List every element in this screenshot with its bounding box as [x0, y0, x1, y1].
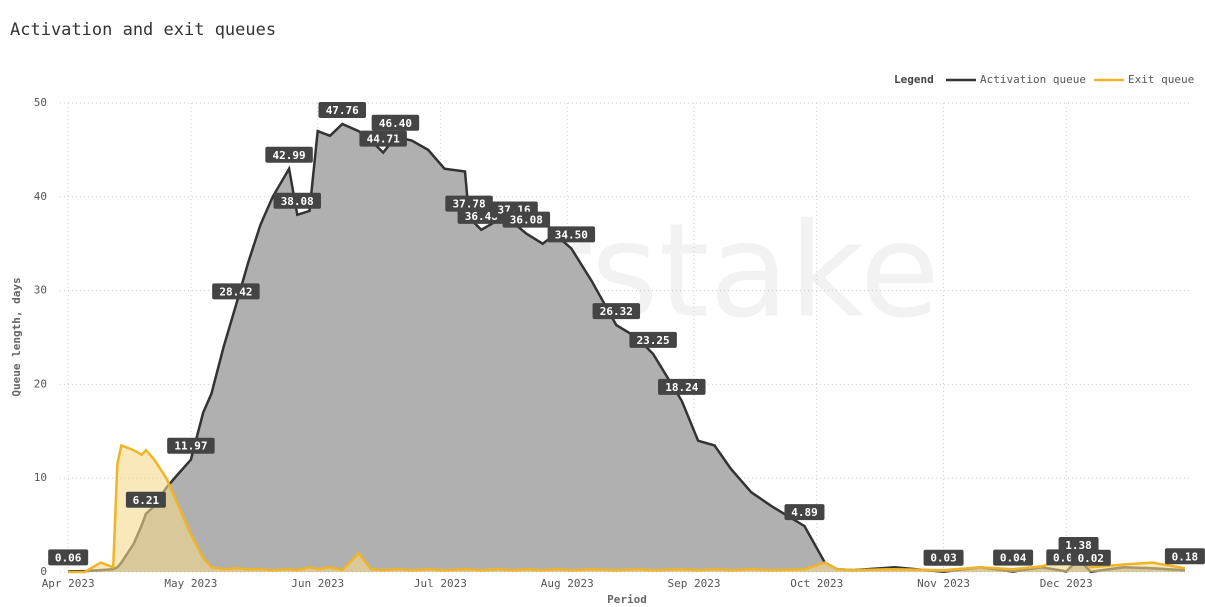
label-bg [993, 549, 1034, 566]
label-bg [784, 504, 825, 521]
x-tick-label: Dec 2023 [1040, 577, 1093, 590]
legend-label: Exit queue [1128, 73, 1194, 86]
label-bg [592, 303, 641, 320]
label-bg [273, 192, 322, 209]
label-bg [1070, 549, 1111, 566]
data-label: 46.40 [379, 117, 412, 130]
label-bg [923, 549, 964, 566]
data-label: 36.48 [465, 210, 498, 223]
legend-label: Activation queue [980, 73, 1086, 86]
area [68, 124, 1185, 572]
data-label: 34.50 [555, 228, 588, 241]
data-label: 47.76 [326, 104, 359, 117]
x-tick-label: Apr 2023 [42, 577, 95, 590]
data-label: 42.99 [273, 149, 306, 162]
data-label: 1.38 [1065, 539, 1092, 552]
data-label: 0.03 [930, 552, 957, 565]
x-tick-label: Aug 2023 [541, 577, 594, 590]
label-bg [658, 378, 706, 395]
y-tick-label: 10 [34, 471, 47, 484]
x-tick-label: Nov 2023 [917, 577, 970, 590]
label-bg [371, 114, 420, 131]
label-bg [359, 130, 407, 147]
legend-title: Legend [894, 73, 934, 86]
label-bg [125, 491, 166, 508]
x-tick-label: Oct 2023 [790, 577, 843, 590]
y-tick-label: 30 [34, 284, 47, 297]
data-label: 38.08 [281, 195, 314, 208]
data-label: 4.89 [791, 506, 818, 519]
label-bg [318, 102, 366, 119]
label-bg [1164, 548, 1205, 565]
y-axis-title: Queue length, days [10, 277, 23, 396]
y-tick-label: 40 [34, 190, 47, 203]
x-axis-title: Period [607, 593, 647, 606]
x-tick-label: Sep 2023 [668, 577, 721, 590]
data-label: 26.32 [600, 305, 633, 318]
label-bg [502, 211, 551, 228]
data-label: 0.18 [1172, 550, 1199, 563]
data-label: 11.97 [174, 440, 207, 453]
data-label: 0.06 [55, 551, 82, 564]
line [68, 443, 1186, 574]
data-label: 23.25 [637, 334, 670, 347]
data-label: 6.21 [133, 494, 160, 507]
data-label: 0.04 [1000, 552, 1027, 565]
x-tick-label: May 2023 [164, 577, 217, 590]
label-bg [167, 437, 215, 454]
data-label: 0.02 [1078, 552, 1105, 565]
label-bg [629, 331, 677, 348]
x-tick-label: Jun 2023 [291, 577, 344, 590]
label-bg [48, 549, 89, 566]
data-label: 44.71 [367, 133, 400, 146]
data-label: 36.08 [510, 214, 543, 227]
data-label: 18.24 [665, 381, 698, 394]
label-bg [265, 146, 313, 163]
label-bg [445, 195, 493, 212]
x-tick-label: Jul 2023 [414, 577, 467, 590]
label-bg [547, 226, 596, 243]
chart-title: Activation and exit queues [10, 20, 276, 40]
data-label: 28.42 [219, 285, 252, 298]
y-tick-label: 20 [34, 377, 47, 390]
y-tick-label: 50 [34, 96, 47, 109]
label-bg [212, 283, 260, 300]
data-label: 37.78 [452, 198, 485, 211]
label-bg [1058, 537, 1099, 554]
y-tick-label: 0 [40, 565, 47, 578]
